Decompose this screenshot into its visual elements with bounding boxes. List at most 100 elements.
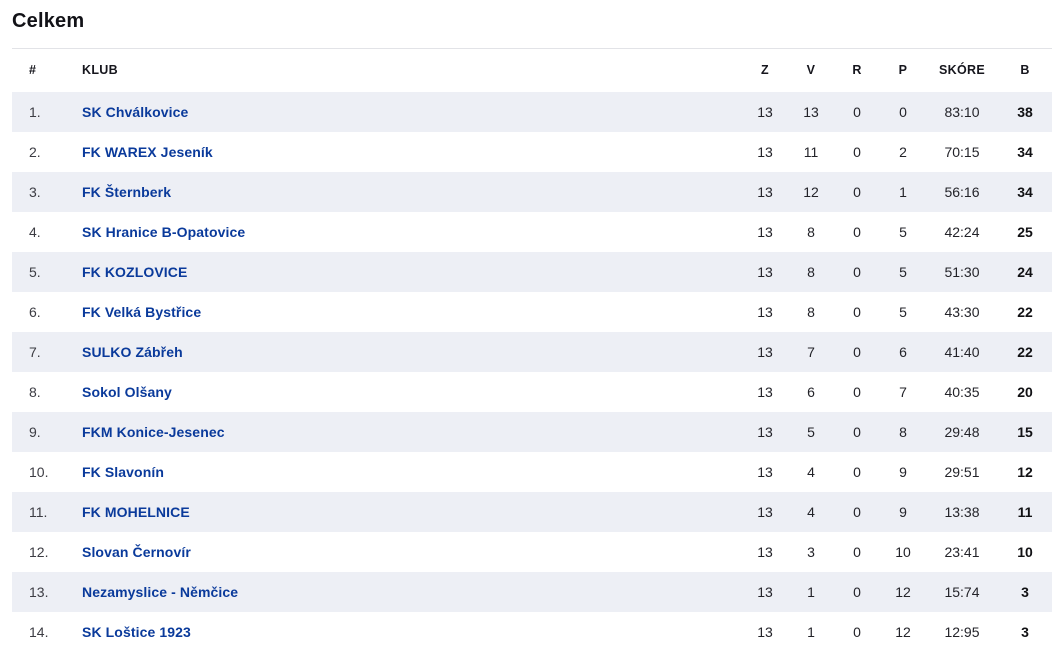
- position-cell: 11.: [29, 503, 48, 520]
- club-link[interactable]: FK Šternberk: [82, 183, 172, 200]
- draws-cell: 0: [853, 223, 861, 240]
- header-position: #: [29, 63, 37, 78]
- wins-cell: 4: [807, 503, 815, 520]
- club-link[interactable]: Sokol Olšany: [82, 383, 172, 400]
- points-cell: 38: [1017, 103, 1033, 120]
- wins-cell: 8: [807, 223, 815, 240]
- games-cell: 13: [757, 103, 773, 120]
- wins-cell: 13: [803, 103, 819, 120]
- table-row: 7. SULKO Zábřeh 13 7 0 6 41:40 22: [12, 331, 1052, 372]
- score-cell: 51:30: [944, 263, 980, 280]
- table-row: 1. SK Chválkovice 13 13 0 0 83:10 38: [12, 91, 1052, 132]
- club-cell: FK MOHELNICE: [60, 492, 742, 532]
- club-cell: FK Velká Bystřice: [60, 292, 742, 332]
- header-games-played: Z: [761, 63, 769, 78]
- club-link[interactable]: FKM Konice-Jesenec: [82, 423, 225, 440]
- points-cell: 11: [1017, 503, 1033, 520]
- games-cell: 13: [757, 183, 773, 200]
- score-cell: 41:40: [944, 343, 980, 360]
- table-body: 1. SK Chválkovice 13 13 0 0 83:10 38 2. …: [12, 91, 1052, 652]
- club-cell: FK WAREX Jeseník: [60, 132, 742, 172]
- club-link[interactable]: SK Chválkovice: [82, 103, 189, 120]
- losses-cell: 5: [899, 303, 907, 320]
- losses-cell: 1: [899, 183, 907, 200]
- points-cell: 34: [1017, 183, 1033, 200]
- games-cell: 13: [757, 223, 773, 240]
- club-cell: SK Chválkovice: [60, 92, 742, 132]
- header-row: # KLUB Z V R P SKÓRE B: [12, 48, 1052, 92]
- wins-cell: 8: [807, 303, 815, 320]
- wins-cell: 12: [803, 183, 819, 200]
- club-link[interactable]: FK MOHELNICE: [82, 503, 190, 520]
- wins-cell: 11: [803, 143, 819, 160]
- draws-cell: 0: [853, 423, 861, 440]
- club-link[interactable]: FK WAREX Jeseník: [82, 143, 213, 160]
- wins-cell: 3: [807, 543, 815, 560]
- score-cell: 70:15: [944, 143, 980, 160]
- score-cell: 12:95: [944, 623, 980, 640]
- points-cell: 15: [1017, 423, 1033, 440]
- draws-cell: 0: [853, 263, 861, 280]
- club-link[interactable]: SULKO Zábřeh: [82, 343, 183, 360]
- score-cell: 83:10: [944, 103, 980, 120]
- club-link[interactable]: Slovan Černovír: [82, 543, 191, 560]
- club-cell: FK Šternberk: [60, 172, 742, 212]
- score-cell: 43:30: [944, 303, 980, 320]
- losses-cell: 9: [899, 463, 907, 480]
- header-losses: P: [898, 63, 908, 78]
- club-link[interactable]: SK Hranice B-Opatovice: [82, 223, 246, 240]
- header-wins: V: [806, 63, 816, 78]
- header-club: KLUB: [82, 63, 118, 78]
- score-cell: 15:74: [944, 583, 980, 600]
- club-cell: Sokol Olšany: [60, 372, 742, 412]
- games-cell: 13: [757, 303, 773, 320]
- table-row: 3. FK Šternberk 13 12 0 1 56:16 34: [12, 171, 1052, 212]
- club-link[interactable]: SK Loštice 1923: [82, 623, 191, 640]
- wins-cell: 6: [807, 383, 815, 400]
- club-cell: SK Loštice 1923: [60, 612, 742, 652]
- draws-cell: 0: [853, 103, 861, 120]
- points-cell: 22: [1017, 343, 1033, 360]
- position-cell: 6.: [29, 303, 41, 320]
- points-cell: 10: [1017, 543, 1033, 560]
- games-cell: 13: [757, 543, 773, 560]
- club-link[interactable]: FK Velká Bystřice: [82, 303, 202, 320]
- table-row: 9. FKM Konice-Jesenec 13 5 0 8 29:48 15: [12, 411, 1052, 452]
- position-cell: 13.: [29, 583, 49, 600]
- wins-cell: 4: [807, 463, 815, 480]
- club-link[interactable]: FK Slavonín: [82, 463, 164, 480]
- standings-table: # KLUB Z V R P SKÓRE B 1. SK Chválkovice…: [12, 48, 1052, 652]
- points-cell: 12: [1017, 463, 1033, 480]
- points-cell: 24: [1017, 263, 1033, 280]
- position-cell: 2.: [29, 143, 41, 160]
- points-cell: 20: [1017, 383, 1033, 400]
- score-cell: 42:24: [944, 223, 980, 240]
- draws-cell: 0: [853, 623, 861, 640]
- club-cell: Slovan Černovír: [60, 532, 742, 572]
- wins-cell: 1: [807, 583, 815, 600]
- wins-cell: 1: [807, 623, 815, 640]
- score-cell: 40:35: [944, 383, 980, 400]
- losses-cell: 0: [899, 103, 907, 120]
- draws-cell: 0: [853, 343, 861, 360]
- club-cell: FK Slavonín: [60, 452, 742, 492]
- position-cell: 4.: [29, 223, 41, 240]
- table-row: 4. SK Hranice B-Opatovice 13 8 0 5 42:24…: [12, 211, 1052, 252]
- header-draws: R: [852, 63, 862, 78]
- club-link[interactable]: FK KOZLOVICE: [82, 263, 188, 280]
- position-cell: 7.: [29, 343, 41, 360]
- games-cell: 13: [757, 263, 773, 280]
- draws-cell: 0: [853, 583, 861, 600]
- table-row: 2. FK WAREX Jeseník 13 11 0 2 70:15 34: [12, 131, 1052, 172]
- losses-cell: 12: [895, 583, 911, 600]
- draws-cell: 0: [853, 503, 861, 520]
- club-link[interactable]: Nezamyslice - Němčice: [82, 583, 239, 600]
- games-cell: 13: [757, 383, 773, 400]
- points-cell: 34: [1017, 143, 1033, 160]
- club-cell: SULKO Zábřeh: [60, 332, 742, 372]
- table-row: 10. FK Slavonín 13 4 0 9 29:51 12: [12, 451, 1052, 492]
- games-cell: 13: [757, 343, 773, 360]
- games-cell: 13: [757, 503, 773, 520]
- position-cell: 3.: [29, 183, 41, 200]
- draws-cell: 0: [853, 143, 861, 160]
